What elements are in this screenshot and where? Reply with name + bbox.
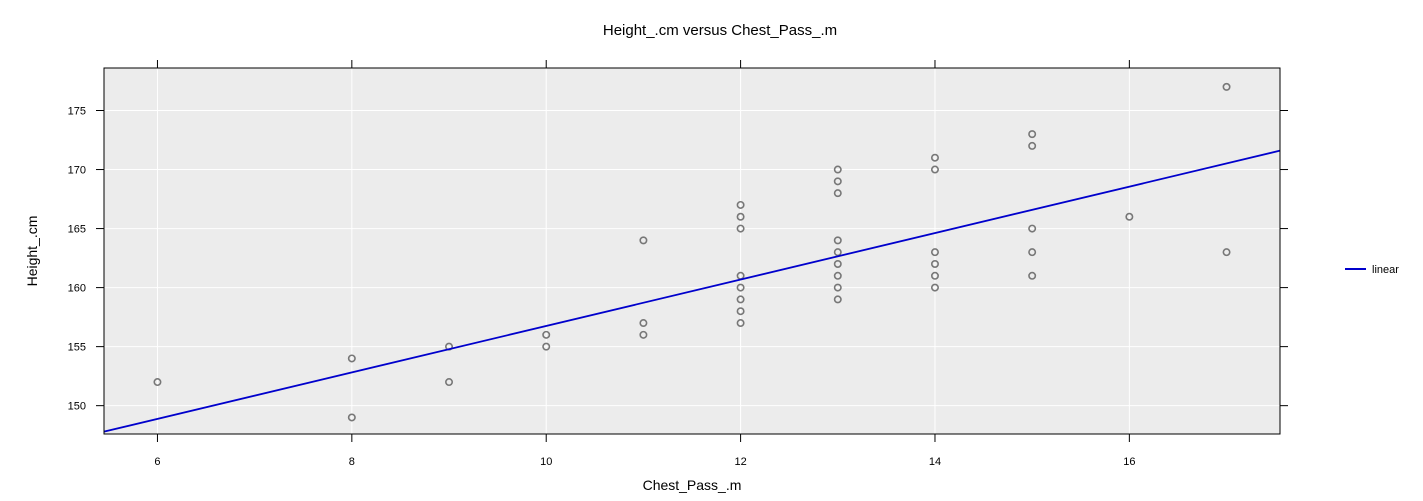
data-point bbox=[930, 283, 939, 292]
data-point bbox=[153, 378, 162, 387]
data-point bbox=[445, 378, 454, 387]
fit-line-linear bbox=[103, 149, 1281, 433]
data-point bbox=[833, 236, 842, 245]
data-point bbox=[736, 319, 745, 328]
data-point bbox=[833, 283, 842, 292]
data-point bbox=[930, 165, 939, 174]
data-point bbox=[833, 248, 842, 257]
data-point bbox=[833, 295, 842, 304]
data-point bbox=[833, 259, 842, 268]
grid-lines bbox=[104, 68, 1280, 434]
data-point bbox=[639, 330, 648, 339]
plot-panel bbox=[104, 68, 1280, 434]
x-tick-label: 14 bbox=[929, 456, 941, 468]
x-tick-label: 12 bbox=[734, 456, 746, 468]
data-points bbox=[153, 82, 1231, 422]
data-point bbox=[736, 224, 745, 233]
data-point bbox=[542, 330, 551, 339]
data-point bbox=[1222, 248, 1231, 257]
x-tick-label: 8 bbox=[349, 456, 355, 468]
data-point bbox=[1028, 224, 1037, 233]
data-point bbox=[833, 165, 842, 174]
y-axis-label: Height_.cm bbox=[24, 216, 40, 287]
data-point bbox=[1028, 141, 1037, 150]
data-point bbox=[833, 177, 842, 186]
data-point bbox=[542, 342, 551, 351]
data-point bbox=[1125, 212, 1134, 221]
data-point bbox=[1028, 271, 1037, 280]
x-tick-label: 10 bbox=[540, 456, 552, 468]
data-point bbox=[736, 212, 745, 221]
axis-ticks bbox=[96, 60, 1288, 442]
fit-line-layer bbox=[103, 149, 1281, 433]
x-tick-labels: 6 8 10 12 14 16 bbox=[154, 456, 1135, 468]
y-tick-labels: 150 155 160 165 170 175 bbox=[68, 106, 86, 413]
y-tick-label: 160 bbox=[68, 283, 86, 295]
data-point bbox=[930, 259, 939, 268]
data-point bbox=[639, 319, 648, 328]
data-point bbox=[347, 354, 356, 363]
y-tick-label: 175 bbox=[68, 106, 86, 118]
data-point bbox=[930, 248, 939, 257]
data-point bbox=[930, 271, 939, 280]
data-point bbox=[736, 307, 745, 316]
x-tick-label: 6 bbox=[154, 456, 160, 468]
data-point bbox=[930, 153, 939, 162]
x-tick-label: 16 bbox=[1123, 456, 1135, 468]
data-point bbox=[833, 271, 842, 280]
legend-label-linear: linear bbox=[1372, 264, 1399, 276]
data-point bbox=[833, 189, 842, 198]
data-point bbox=[1222, 82, 1231, 91]
data-point bbox=[639, 236, 648, 245]
data-point bbox=[1028, 248, 1037, 257]
chart-title: Height_.cm versus Chest_Pass_.m bbox=[603, 22, 837, 39]
legend: linear bbox=[1345, 264, 1399, 276]
data-point bbox=[1028, 130, 1037, 139]
y-tick-label: 155 bbox=[68, 342, 86, 354]
data-point bbox=[736, 283, 745, 292]
y-tick-label: 170 bbox=[68, 165, 86, 177]
data-point bbox=[736, 200, 745, 209]
data-point bbox=[347, 413, 356, 422]
data-point bbox=[736, 295, 745, 304]
y-tick-label: 165 bbox=[68, 224, 86, 236]
x-axis-label: Chest_Pass_.m bbox=[643, 477, 742, 493]
y-tick-label: 150 bbox=[68, 401, 86, 413]
plot-border bbox=[103, 67, 1281, 435]
